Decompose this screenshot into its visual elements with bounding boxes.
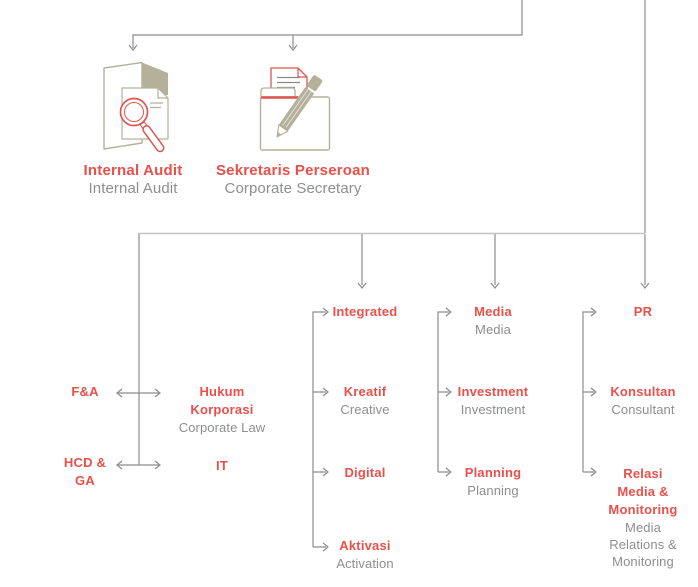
arrowheads bbox=[116, 44, 650, 552]
node-subtitle: Creative bbox=[340, 402, 390, 417]
arrowhead-down bbox=[288, 44, 298, 51]
spine-integrated bbox=[312, 311, 326, 548]
node-it: IT bbox=[216, 457, 228, 475]
node-subtitle: Internal Audit bbox=[88, 180, 178, 197]
node-title: Sekretaris Perseroan bbox=[215, 162, 371, 179]
node-subtitle: Investment bbox=[460, 402, 526, 417]
spine-pr bbox=[582, 311, 594, 473]
node-planning: Planning Planning bbox=[465, 464, 522, 499]
node-title: Integrated bbox=[332, 304, 398, 319]
node-title: Internal Audit bbox=[83, 162, 183, 179]
node-title: IT bbox=[216, 458, 228, 473]
arrowhead-left bbox=[116, 388, 123, 398]
node-subtitle: Planning bbox=[467, 483, 519, 498]
node-integrated: Integrated bbox=[333, 303, 398, 321]
node-title: Konsultan bbox=[610, 384, 676, 399]
arrowhead-right bbox=[590, 307, 597, 317]
node-konsultan: Konsultan Consultant bbox=[610, 383, 675, 418]
node-title: PR bbox=[633, 304, 653, 319]
arrowhead-right bbox=[322, 387, 329, 397]
node-title: Media bbox=[474, 304, 512, 319]
node-corporate-secretary: Sekretaris Perseroan Corporate Secretary bbox=[216, 161, 370, 198]
node-subtitle: Corporate Law bbox=[178, 420, 266, 435]
node-internal-audit: Internal Audit Internal Audit bbox=[84, 161, 183, 198]
spine-media bbox=[437, 311, 449, 473]
node-title: Korporasi bbox=[190, 402, 254, 417]
node-title: Hukum bbox=[199, 384, 245, 399]
node-fa: F&A bbox=[71, 383, 98, 401]
arrowhead-down bbox=[490, 282, 500, 289]
node-hukum-korporasi: Hukum Korporasi Corporate Law bbox=[179, 383, 266, 436]
arrowhead-right bbox=[322, 542, 329, 552]
arrowhead-down bbox=[640, 282, 650, 289]
node-title: HCD & bbox=[63, 455, 107, 470]
node-digital: Digital bbox=[344, 464, 385, 482]
node-subtitle: Monitoring bbox=[612, 554, 674, 569]
node-subtitle: Media bbox=[475, 322, 511, 337]
node-title: Kreatif bbox=[343, 384, 387, 399]
node-media: Media Media bbox=[474, 303, 512, 338]
node-relasi-media-monitoring: Relasi Media & Monitoring Media Relation… bbox=[608, 465, 677, 570]
node-title: Planning bbox=[464, 465, 522, 480]
arrowhead-right bbox=[590, 467, 597, 477]
node-subtitle: Media bbox=[625, 520, 661, 535]
node-title: Digital bbox=[344, 465, 386, 480]
arrowhead-right bbox=[445, 467, 452, 477]
node-kreatif: Kreatif Creative bbox=[340, 383, 389, 418]
node-title: GA bbox=[75, 473, 95, 488]
node-hcd-ga: HCD & GA bbox=[64, 454, 106, 490]
node-investment: Investment Investment bbox=[458, 383, 529, 418]
node-subtitle: Relations & bbox=[609, 537, 677, 552]
node-subtitle: Activation bbox=[336, 556, 394, 571]
node-subtitle: Consultant bbox=[611, 402, 675, 417]
arrowhead-right bbox=[154, 460, 161, 470]
node-title: Monitoring bbox=[608, 502, 678, 517]
node-title: Aktivasi bbox=[339, 538, 391, 553]
node-aktivasi: Aktivasi Activation bbox=[336, 537, 393, 572]
node-subtitle: Corporate Secretary bbox=[224, 180, 362, 197]
arrowhead-down bbox=[128, 44, 138, 51]
arrowhead-left bbox=[116, 460, 123, 470]
arrowhead-right bbox=[154, 388, 161, 398]
arrowhead-right bbox=[445, 307, 452, 317]
folder-pencil-icon bbox=[259, 67, 331, 151]
node-title: Media & bbox=[617, 484, 669, 499]
arrowhead-right bbox=[590, 387, 597, 397]
connector-top-left bbox=[132, 0, 523, 48]
arrowhead-right bbox=[322, 307, 329, 317]
arrowhead-right bbox=[322, 467, 329, 477]
node-title: F&A bbox=[71, 384, 99, 399]
arrowhead-right bbox=[445, 387, 452, 397]
node-pr: PR bbox=[634, 303, 652, 321]
arrowhead-down bbox=[357, 282, 367, 289]
node-title: Investment bbox=[457, 384, 529, 399]
document-magnifier-icon bbox=[103, 61, 169, 153]
node-title: Relasi bbox=[623, 466, 663, 481]
